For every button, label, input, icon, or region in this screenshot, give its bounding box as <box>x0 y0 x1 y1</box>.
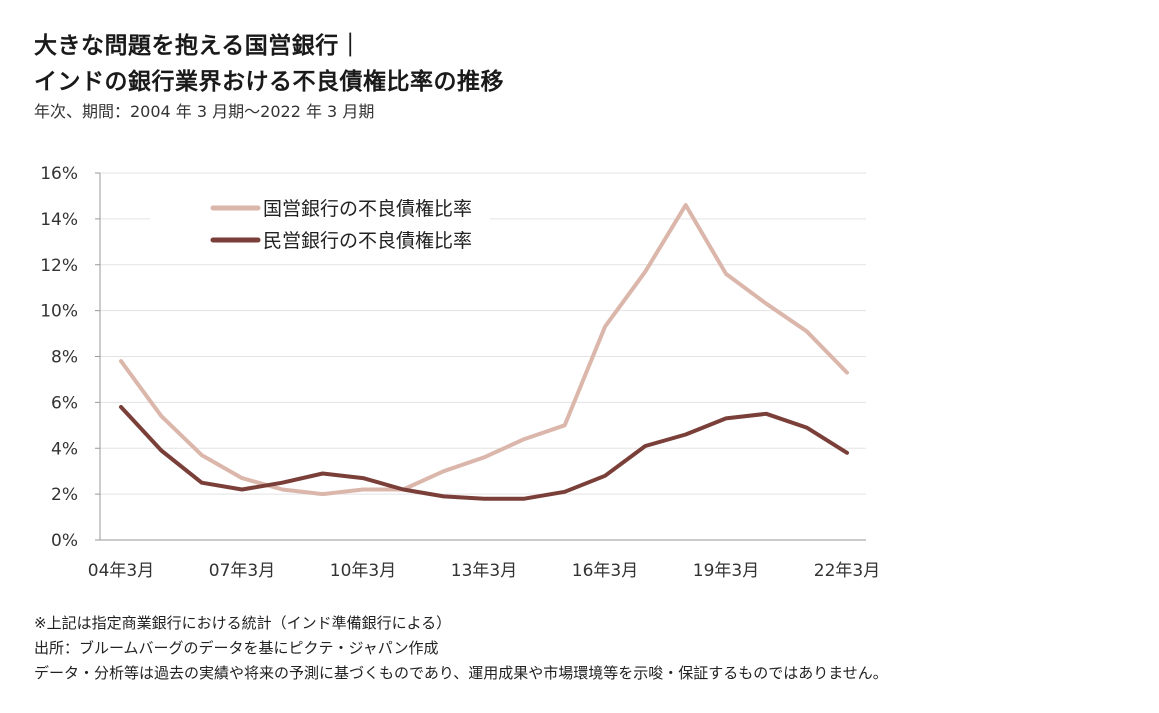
chart-title-line2: インドの銀行業界おける不良債権比率の推移 <box>34 69 504 95</box>
x-tick-label: 10年3月 <box>330 561 396 581</box>
x-tick-label: 07年3月 <box>209 561 275 581</box>
y-tick-label: 8% <box>51 348 78 368</box>
y-tick-label: 6% <box>51 393 78 413</box>
x-tick-label: 19年3月 <box>693 561 759 581</box>
legend-label-2: 民営銀行の不良債権比率 <box>263 230 472 252</box>
footnote-data-scope: ※上記は指定商業銀行における統計（インド準備銀行による） <box>34 614 452 632</box>
y-tick-label: 10% <box>40 302 78 322</box>
x-tick-labels: 04年3月 07年3月 10年3月 13年3月 16年3月 19年3月 22年3月 <box>88 561 880 581</box>
series-lines <box>119 203 849 501</box>
x-tick-label: 04年3月 <box>88 561 154 581</box>
legend-label-1: 国営銀行の不良債権比率 <box>263 198 472 220</box>
y-tick-label: 0% <box>51 531 78 551</box>
axes <box>95 172 866 541</box>
x-tick-label: 13年3月 <box>451 561 517 581</box>
footnote-source: 出所：ブルームバーグのデータを基にピクテ・ジャパン作成 <box>34 639 439 657</box>
chart-subtitle: 年次、期間：2004 年 3 月期～2022 年 3 月期 <box>34 102 375 121</box>
series-line-2 <box>119 405 849 501</box>
x-tick-label: 22年3月 <box>814 561 880 581</box>
legend-box <box>150 192 490 252</box>
y-tick-label: 16% <box>40 164 78 184</box>
x-tick-label: 16年3月 <box>572 561 638 581</box>
y-tick-labels: 0% 2% 4% 6% 8% 10% 12% 14% 16% <box>40 164 78 551</box>
y-tick-label: 12% <box>40 256 78 276</box>
series-line-1 <box>119 203 849 497</box>
y-tick-label: 4% <box>51 439 78 459</box>
chart-title-line1: 大きな問題を抱える国営銀行｜ <box>34 33 363 59</box>
y-tick-label: 14% <box>40 210 78 230</box>
footnote-disclaimer: データ・分析等は過去の実績や将来の予測に基づくものであり、運用成果や市場環境等を… <box>34 664 888 682</box>
y-tick-label: 2% <box>51 485 78 505</box>
